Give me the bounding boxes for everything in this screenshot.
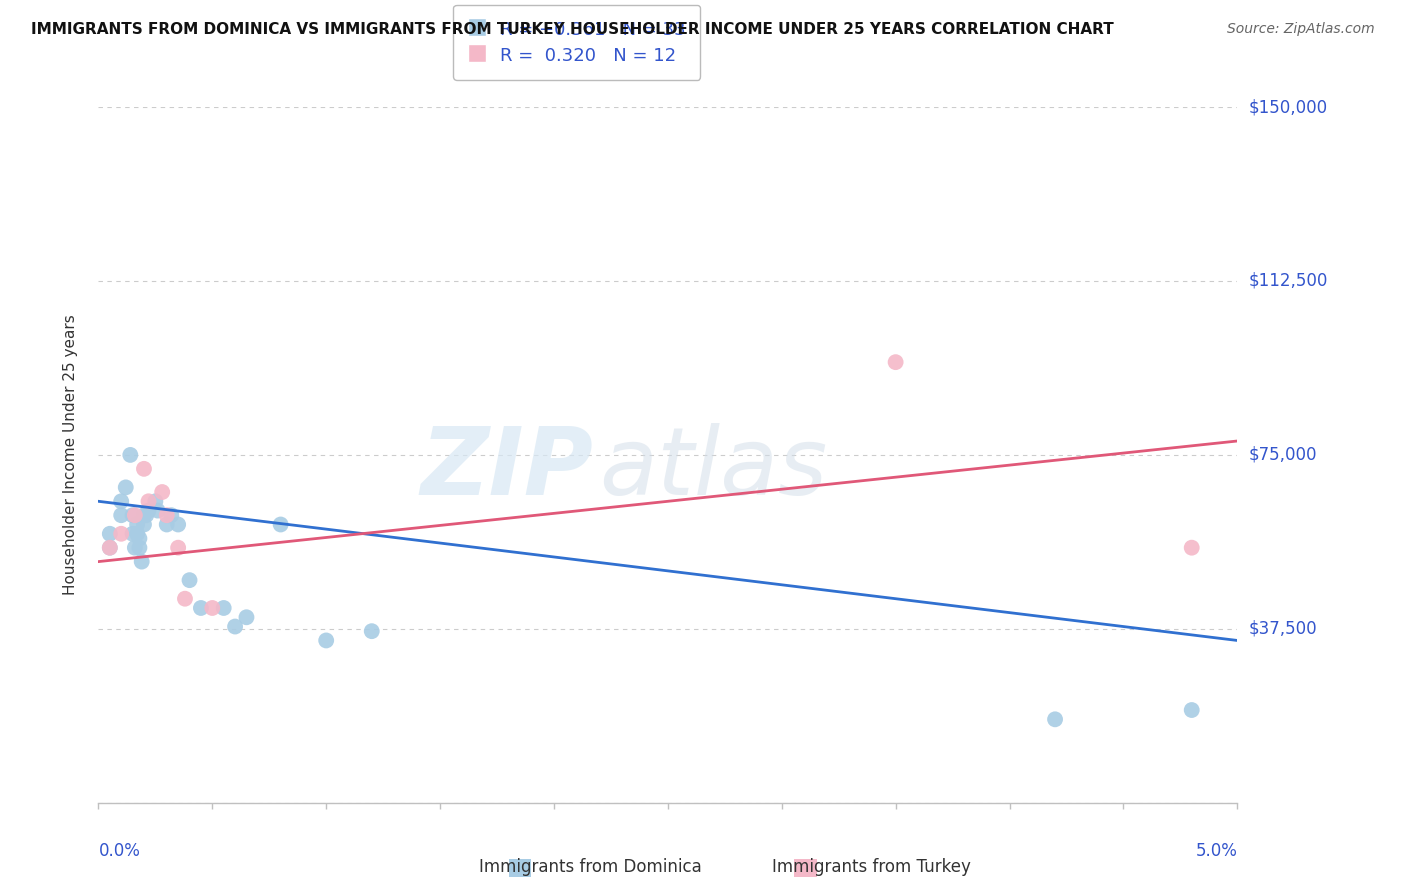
Point [150,485,173,500]
Point [124,508,146,523]
Text: Immigrants from Turkey: Immigrants from Turkey [772,858,972,876]
Text: Immigrants from Dominica: Immigrants from Dominica [479,858,702,876]
Point [156,517,179,532]
Point [98,541,121,555]
Point [201,601,224,615]
Text: IMMIGRANTS FROM DOMINICA VS IMMIGRANTS FROM TURKEY HOUSEHOLDER INCOME UNDER 25 Y: IMMIGRANTS FROM DOMINICA VS IMMIGRANTS F… [31,22,1114,37]
Point [167,541,190,555]
Text: 0.0%: 0.0% [98,842,141,860]
Text: $150,000: $150,000 [1249,98,1327,116]
Point [1181,703,1204,717]
Point [121,526,143,541]
Point [132,517,155,532]
Text: $75,000: $75,000 [1249,446,1317,464]
Text: atlas: atlas [599,424,828,515]
Point [270,517,292,532]
Point [1181,541,1204,555]
Point [146,503,169,517]
Point [132,508,155,523]
Text: $37,500: $37,500 [1249,620,1317,638]
Point [127,517,149,532]
Point [98,541,121,555]
Point [138,494,160,508]
Point [884,355,907,369]
Point [110,526,132,541]
Y-axis label: Householder Income Under 25 years: Householder Income Under 25 years [63,315,77,595]
Point [128,541,150,555]
Point [190,601,212,615]
Point [160,508,183,523]
Text: 5.0%: 5.0% [1195,842,1237,860]
Text: ZIP: ZIP [420,423,593,515]
Point [110,508,132,523]
Point [360,624,382,639]
Point [114,480,136,494]
Point [315,633,337,648]
Point [132,462,155,476]
Point [128,532,150,546]
Point [174,591,197,606]
Point [121,508,143,523]
Point [224,619,246,633]
Point [127,526,149,541]
Point [131,555,153,569]
Point [145,494,167,508]
Text: Source: ZipAtlas.com: Source: ZipAtlas.com [1227,22,1375,37]
Point [167,517,190,532]
Point [212,601,235,615]
Point [135,508,157,523]
Point [179,573,201,587]
Text: $112,500: $112,500 [1249,272,1327,290]
Legend: R = −0.361   N = 33, R =  0.320   N = 12: R = −0.361 N = 33, R = 0.320 N = 12 [453,4,700,79]
Point [124,541,146,555]
Point [138,503,160,517]
Point [120,448,142,462]
Point [1043,712,1066,726]
Point [110,494,132,508]
Point [98,526,121,541]
Point [235,610,257,624]
Point [156,508,179,523]
